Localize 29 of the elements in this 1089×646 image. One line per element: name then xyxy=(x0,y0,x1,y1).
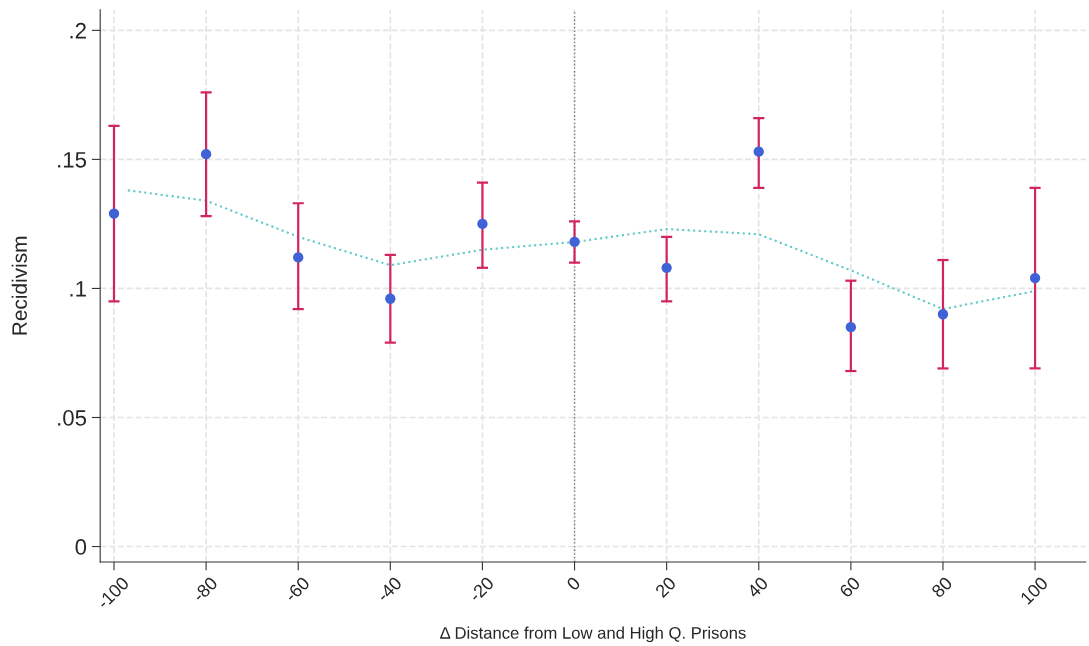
y-tick-label: 0 xyxy=(75,539,87,555)
x-tick-label: 20 xyxy=(654,576,677,599)
point xyxy=(477,218,488,230)
x-tick-label: -20 xyxy=(468,576,495,603)
x-tick-label: 0 xyxy=(565,576,582,592)
x-tick-label: -80 xyxy=(191,576,219,603)
point xyxy=(108,208,120,219)
point xyxy=(293,252,304,263)
y-axis-title: Recidivism xyxy=(11,236,27,335)
x-tick-label: 40 xyxy=(746,576,769,599)
point xyxy=(1029,272,1041,284)
y-tick-label: .1 xyxy=(70,281,86,297)
x-tick-label: -40 xyxy=(376,576,403,603)
x-tick-label: 100 xyxy=(1019,576,1049,605)
point xyxy=(845,322,857,333)
point xyxy=(661,262,672,273)
point xyxy=(753,146,764,157)
x-tick-label: 60 xyxy=(838,576,861,599)
x-tick-label: 80 xyxy=(930,576,953,599)
x-axis-title: Δ Distance from Low and High Q. Prisons xyxy=(440,626,746,643)
point xyxy=(937,309,949,320)
point xyxy=(385,293,396,304)
point xyxy=(569,236,580,248)
y-tick-label: .2 xyxy=(70,22,86,39)
x-tick-label: -100 xyxy=(96,576,130,610)
y-tick-label: .05 xyxy=(58,410,87,426)
y-tick-label: .15 xyxy=(58,152,87,168)
x-tick-label: -60 xyxy=(283,576,311,603)
point xyxy=(200,149,212,160)
